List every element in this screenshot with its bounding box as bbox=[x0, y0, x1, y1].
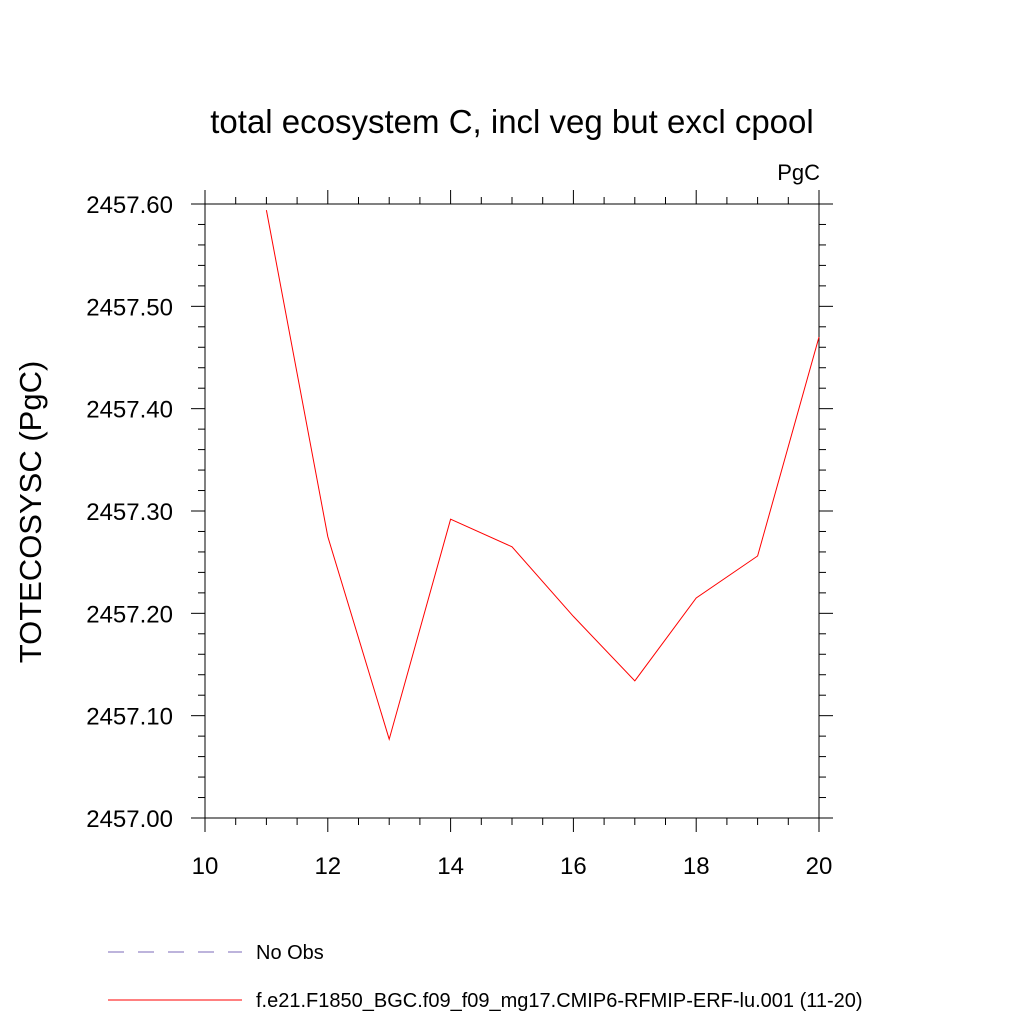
x-tick-label: 16 bbox=[560, 853, 587, 880]
x-tick-label: 14 bbox=[437, 853, 464, 880]
y-tick-label: 2457.00 bbox=[86, 806, 173, 833]
series-group bbox=[265, 210, 820, 741]
y-tick-labels: 2457.00 2457.10 2457.20 2457.30 2457.40 2457.… bbox=[86, 192, 173, 833]
plot-frame bbox=[204, 203, 820, 819]
series-line bbox=[265, 210, 820, 741]
y-tick-label: 2457.30 bbox=[86, 499, 173, 526]
y-tick-label: 2457.60 bbox=[86, 192, 173, 219]
y-tick-label: 2457.20 bbox=[86, 601, 173, 628]
legend-label: No Obs bbox=[256, 942, 324, 964]
x-tick-label: 20 bbox=[806, 853, 833, 880]
legend-label: f.e21.F1850_BGC.f09_f09_mg17.CMIP6-RFMIP… bbox=[256, 990, 863, 1012]
y-tick-label: 2457.40 bbox=[86, 397, 173, 424]
legend: No Obs f.e21.F1850_BGC.f09_f09_mg17.CMIP6… bbox=[108, 942, 863, 1012]
y-axis-label: TOTECOSYSC (PgC) bbox=[13, 361, 48, 664]
chart-title: total ecosystem C, incl veg but excl cpo… bbox=[210, 103, 813, 140]
units-label: PgC bbox=[777, 160, 820, 185]
y-tick-label: 2457.10 bbox=[86, 704, 173, 731]
x-tick-label: 18 bbox=[683, 853, 710, 880]
x-tick-labels: 10 12 14 16 18 20 bbox=[192, 853, 833, 880]
y-tick-label: 2457.50 bbox=[86, 294, 173, 321]
x-tick-label: 10 bbox=[192, 853, 219, 880]
x-tick-label: 12 bbox=[314, 853, 341, 880]
axis-ticks bbox=[191, 190, 833, 832]
